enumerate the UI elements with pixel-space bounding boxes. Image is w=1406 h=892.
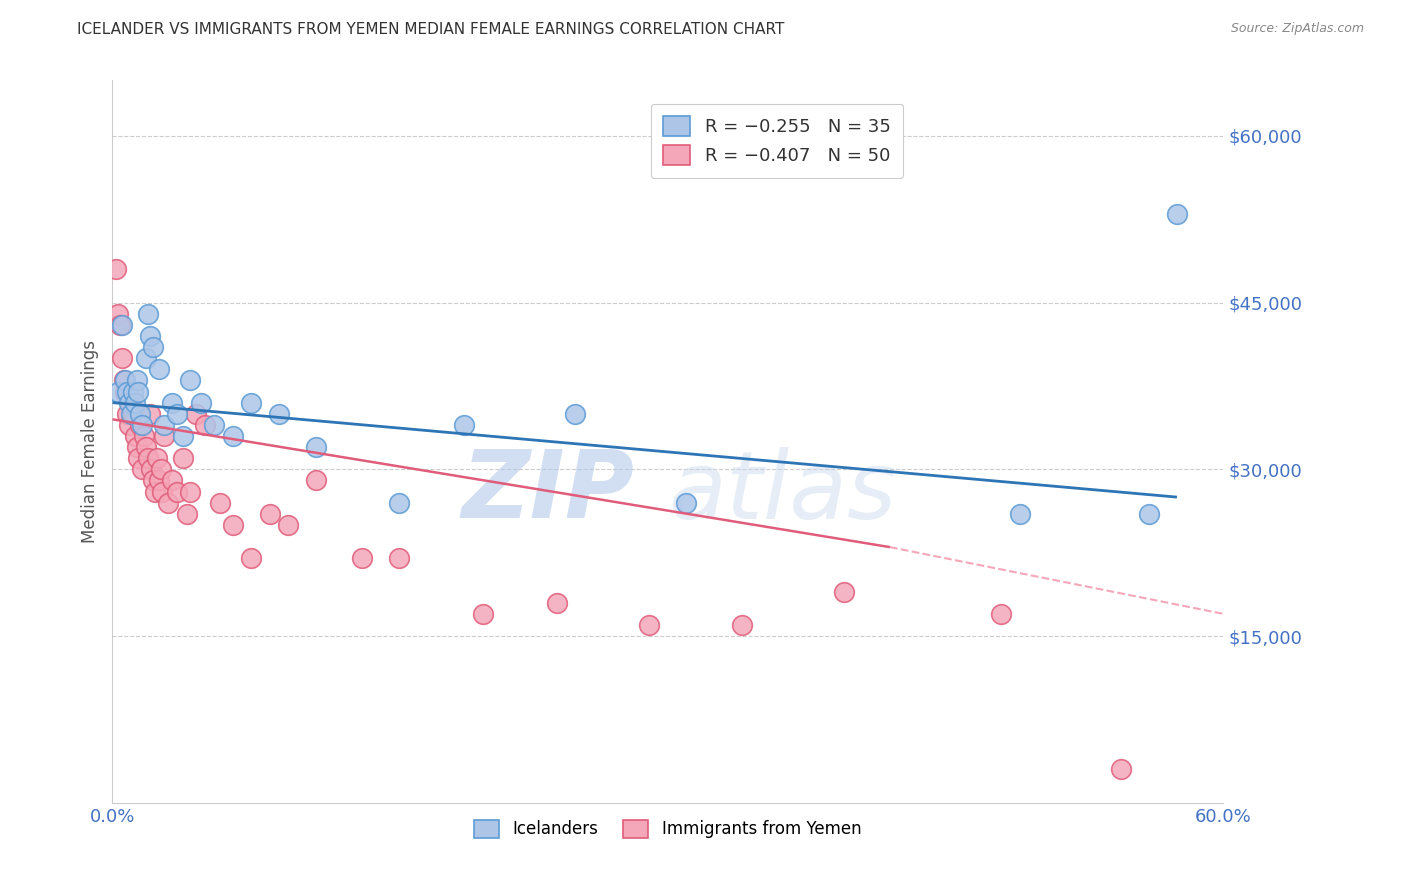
Point xyxy=(146,451,169,466)
Point xyxy=(141,462,163,476)
Point xyxy=(136,451,159,466)
Point xyxy=(135,351,157,366)
Point xyxy=(153,429,176,443)
Point xyxy=(107,384,129,399)
Point xyxy=(127,451,149,466)
Point xyxy=(142,340,165,354)
Point xyxy=(352,551,374,566)
Point xyxy=(172,451,194,466)
Point xyxy=(222,429,245,443)
Point xyxy=(118,417,141,432)
Point xyxy=(1166,207,1188,221)
Point xyxy=(638,618,661,632)
Point xyxy=(208,496,231,510)
Point xyxy=(388,496,411,510)
Point xyxy=(114,373,136,387)
Point xyxy=(138,407,160,421)
Point xyxy=(564,407,586,421)
Point xyxy=(190,395,212,409)
Point xyxy=(179,484,201,499)
Text: atlas: atlas xyxy=(668,447,896,538)
Point xyxy=(105,262,128,277)
Point xyxy=(131,417,153,432)
Point xyxy=(117,384,139,399)
Point xyxy=(132,429,155,443)
Point xyxy=(129,407,152,421)
Point xyxy=(388,551,411,566)
Point xyxy=(240,395,263,409)
Point xyxy=(124,429,146,443)
Point xyxy=(1111,763,1133,777)
Point xyxy=(990,607,1012,621)
Point xyxy=(194,417,217,432)
Point xyxy=(172,429,194,443)
Point xyxy=(112,373,135,387)
Point xyxy=(138,329,160,343)
Point xyxy=(111,318,134,332)
Point xyxy=(135,440,157,454)
Legend: Icelanders, Immigrants from Yemen: Icelanders, Immigrants from Yemen xyxy=(468,813,868,845)
Point xyxy=(1137,507,1160,521)
Point xyxy=(111,351,134,366)
Point xyxy=(166,407,188,421)
Point xyxy=(240,551,263,566)
Point xyxy=(166,484,188,499)
Point xyxy=(127,384,149,399)
Point xyxy=(148,474,170,488)
Point xyxy=(731,618,754,632)
Point xyxy=(176,507,198,521)
Point xyxy=(107,307,129,321)
Point xyxy=(120,407,142,421)
Point xyxy=(125,373,148,387)
Point xyxy=(222,517,245,532)
Point xyxy=(124,395,146,409)
Point xyxy=(305,474,328,488)
Point xyxy=(160,474,183,488)
Point xyxy=(832,584,855,599)
Point xyxy=(125,440,148,454)
Point xyxy=(143,484,166,499)
Point xyxy=(277,517,299,532)
Point xyxy=(121,384,143,399)
Point xyxy=(305,440,328,454)
Point xyxy=(131,462,153,476)
Point xyxy=(149,462,172,476)
Text: ZIP: ZIP xyxy=(461,446,634,538)
Point xyxy=(453,417,475,432)
Point xyxy=(129,417,152,432)
Point xyxy=(136,307,159,321)
Point xyxy=(546,596,568,610)
Text: Source: ZipAtlas.com: Source: ZipAtlas.com xyxy=(1230,22,1364,36)
Point xyxy=(108,318,131,332)
Point xyxy=(152,484,174,499)
Point xyxy=(157,496,180,510)
Point xyxy=(114,384,136,399)
Point xyxy=(148,362,170,376)
Text: ICELANDER VS IMMIGRANTS FROM YEMEN MEDIAN FEMALE EARNINGS CORRELATION CHART: ICELANDER VS IMMIGRANTS FROM YEMEN MEDIA… xyxy=(77,22,785,37)
Point xyxy=(117,407,139,421)
Point xyxy=(160,395,183,409)
Point xyxy=(142,474,165,488)
Point xyxy=(471,607,494,621)
Point xyxy=(1008,507,1031,521)
Point xyxy=(675,496,697,510)
Y-axis label: Median Female Earnings: Median Female Earnings xyxy=(80,340,98,543)
Point xyxy=(179,373,201,387)
Point xyxy=(202,417,225,432)
Point xyxy=(267,407,291,421)
Point xyxy=(153,417,176,432)
Point xyxy=(184,407,207,421)
Point xyxy=(121,407,143,421)
Point xyxy=(118,395,141,409)
Point xyxy=(120,395,142,409)
Point xyxy=(259,507,281,521)
